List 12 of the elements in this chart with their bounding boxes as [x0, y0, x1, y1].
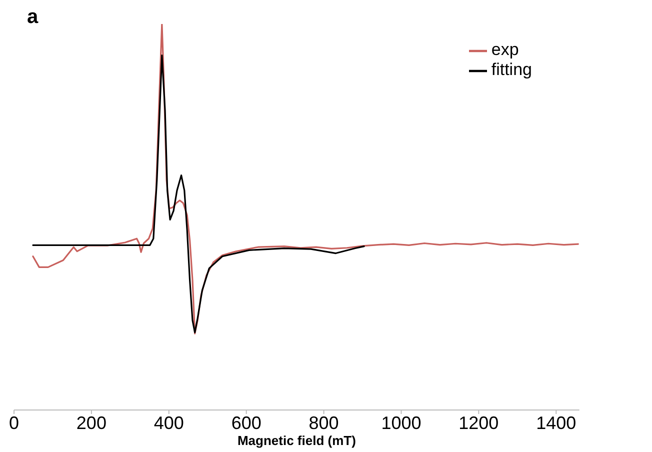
legend-label: fitting [491, 60, 532, 79]
x-tick-label: 200 [76, 412, 106, 433]
chart-title: a [27, 6, 38, 29]
x-tick-label: 1400 [536, 412, 576, 433]
x-tick-label: 1200 [458, 412, 499, 433]
x-axis-title: Magnetic field (mT) [237, 433, 356, 448]
x-tick-label: 0 [8, 412, 20, 433]
x-tick-label: 800 [308, 412, 339, 433]
x-tick-label: 400 [154, 412, 184, 433]
legend-label: exp [491, 40, 519, 59]
x-tick-label: 600 [231, 412, 262, 433]
x-tick-label: 1000 [381, 412, 422, 433]
